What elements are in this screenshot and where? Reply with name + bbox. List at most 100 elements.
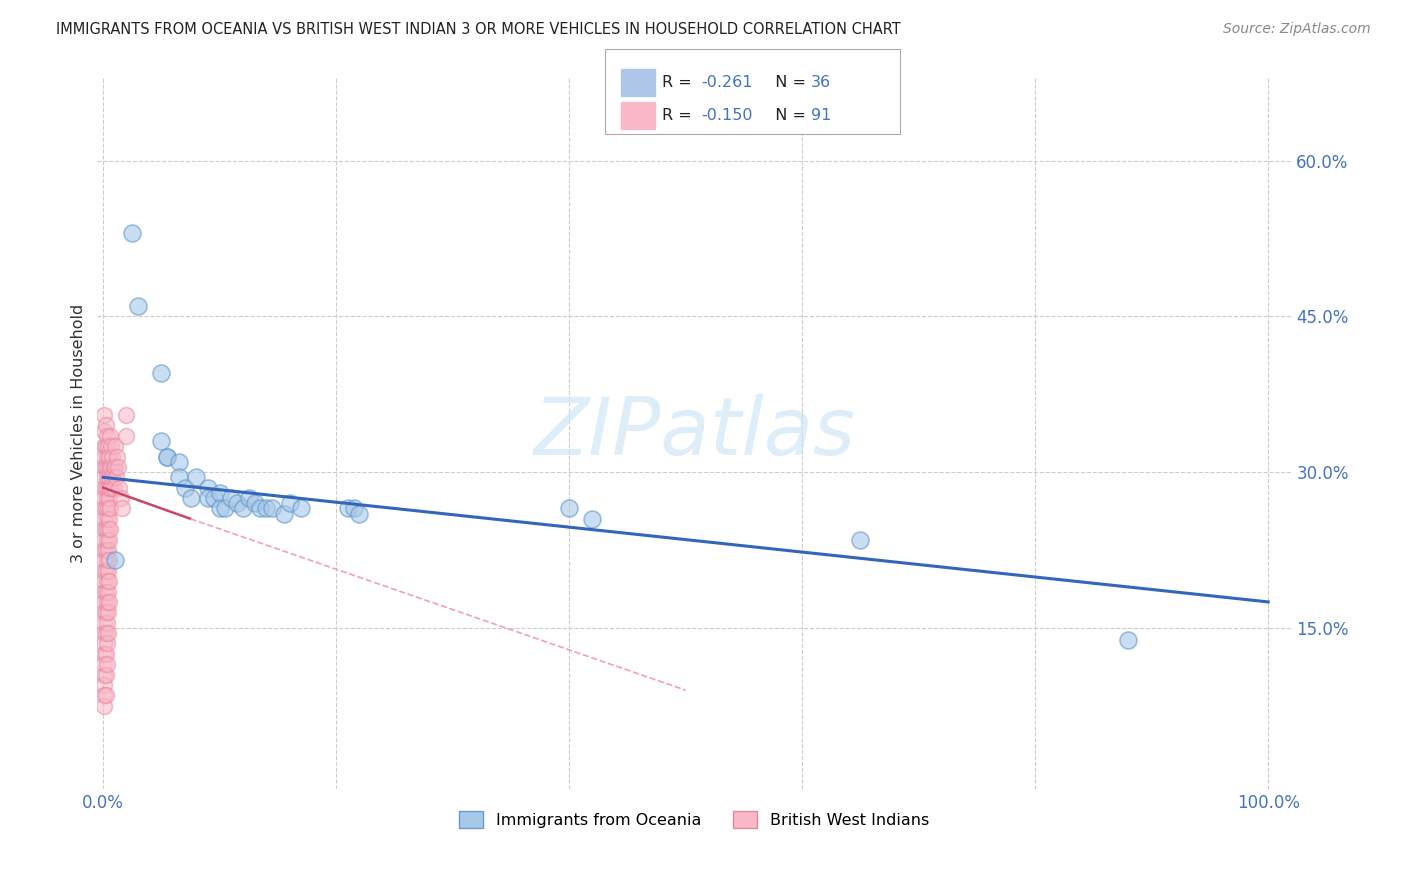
Point bbox=[93, 439, 115, 453]
Point bbox=[336, 501, 359, 516]
Point bbox=[221, 491, 243, 505]
Point bbox=[93, 501, 115, 516]
Point bbox=[98, 470, 121, 484]
Point bbox=[105, 450, 128, 464]
Point bbox=[98, 501, 121, 516]
Point bbox=[100, 459, 122, 474]
Point bbox=[93, 678, 115, 692]
Point bbox=[94, 626, 117, 640]
Point bbox=[98, 522, 121, 536]
Point bbox=[98, 481, 121, 495]
Point bbox=[156, 450, 179, 464]
Point bbox=[98, 574, 121, 589]
Point bbox=[186, 470, 208, 484]
Point bbox=[232, 501, 254, 516]
Point bbox=[167, 470, 190, 484]
Point bbox=[93, 574, 115, 589]
Text: N =: N = bbox=[765, 75, 811, 90]
Point bbox=[97, 501, 120, 516]
Point bbox=[1118, 633, 1140, 648]
Text: -0.150: -0.150 bbox=[702, 108, 754, 123]
Point bbox=[97, 481, 120, 495]
Text: 91: 91 bbox=[811, 108, 831, 123]
Point bbox=[214, 501, 236, 516]
Point bbox=[93, 595, 115, 609]
Point bbox=[94, 418, 117, 433]
Point bbox=[93, 512, 115, 526]
Point bbox=[94, 481, 117, 495]
Point bbox=[94, 501, 117, 516]
Point bbox=[93, 481, 115, 495]
Point bbox=[93, 450, 115, 464]
Point bbox=[98, 429, 121, 443]
Point bbox=[93, 605, 115, 619]
Point bbox=[238, 491, 260, 505]
Point bbox=[98, 553, 121, 567]
Point bbox=[94, 522, 117, 536]
Point bbox=[104, 459, 127, 474]
Point bbox=[558, 501, 581, 516]
Point bbox=[581, 512, 603, 526]
Point bbox=[97, 459, 120, 474]
Point bbox=[97, 626, 120, 640]
Point bbox=[93, 522, 115, 536]
Text: 36: 36 bbox=[811, 75, 831, 90]
Point bbox=[93, 626, 115, 640]
Point bbox=[96, 533, 118, 547]
Point bbox=[97, 584, 120, 599]
Point bbox=[97, 564, 120, 578]
Point bbox=[278, 496, 301, 510]
Point bbox=[96, 636, 118, 650]
Point bbox=[127, 299, 149, 313]
Point bbox=[202, 491, 225, 505]
Point bbox=[98, 491, 121, 505]
Point bbox=[343, 501, 366, 516]
Point bbox=[97, 439, 120, 453]
Point bbox=[96, 553, 118, 567]
Point bbox=[100, 481, 122, 495]
Point bbox=[101, 470, 124, 484]
Point bbox=[197, 491, 219, 505]
Text: IMMIGRANTS FROM OCEANIA VS BRITISH WEST INDIAN 3 OR MORE VEHICLES IN HOUSEHOLD C: IMMIGRANTS FROM OCEANIA VS BRITISH WEST … bbox=[56, 22, 901, 37]
Point bbox=[93, 564, 115, 578]
Point bbox=[849, 533, 872, 547]
Point bbox=[104, 553, 127, 567]
Point bbox=[93, 543, 115, 558]
Point bbox=[93, 657, 115, 672]
Point bbox=[96, 512, 118, 526]
Point bbox=[108, 481, 131, 495]
Point bbox=[243, 496, 266, 510]
Point bbox=[93, 553, 115, 567]
Point bbox=[115, 429, 138, 443]
Point bbox=[103, 481, 125, 495]
Point bbox=[94, 605, 117, 619]
Point bbox=[93, 491, 115, 505]
Point bbox=[98, 533, 121, 547]
Text: -0.261: -0.261 bbox=[702, 75, 754, 90]
Point bbox=[150, 367, 173, 381]
Point bbox=[110, 491, 132, 505]
Point bbox=[104, 470, 127, 484]
Point bbox=[93, 667, 115, 681]
Point bbox=[97, 522, 120, 536]
Point bbox=[273, 507, 295, 521]
Point bbox=[93, 533, 115, 547]
Point bbox=[96, 450, 118, 464]
Point bbox=[93, 470, 115, 484]
Point bbox=[93, 647, 115, 661]
Point bbox=[94, 689, 117, 703]
Point bbox=[98, 595, 121, 609]
Point bbox=[150, 434, 173, 448]
Point bbox=[98, 459, 121, 474]
Text: R =: R = bbox=[662, 75, 697, 90]
Point bbox=[156, 450, 179, 464]
Point bbox=[96, 574, 118, 589]
Point bbox=[226, 496, 249, 510]
Point bbox=[100, 439, 122, 453]
Point bbox=[167, 455, 190, 469]
Point bbox=[104, 439, 127, 453]
Point bbox=[208, 501, 231, 516]
Point bbox=[349, 507, 371, 521]
Point bbox=[93, 615, 115, 630]
Point bbox=[103, 459, 125, 474]
